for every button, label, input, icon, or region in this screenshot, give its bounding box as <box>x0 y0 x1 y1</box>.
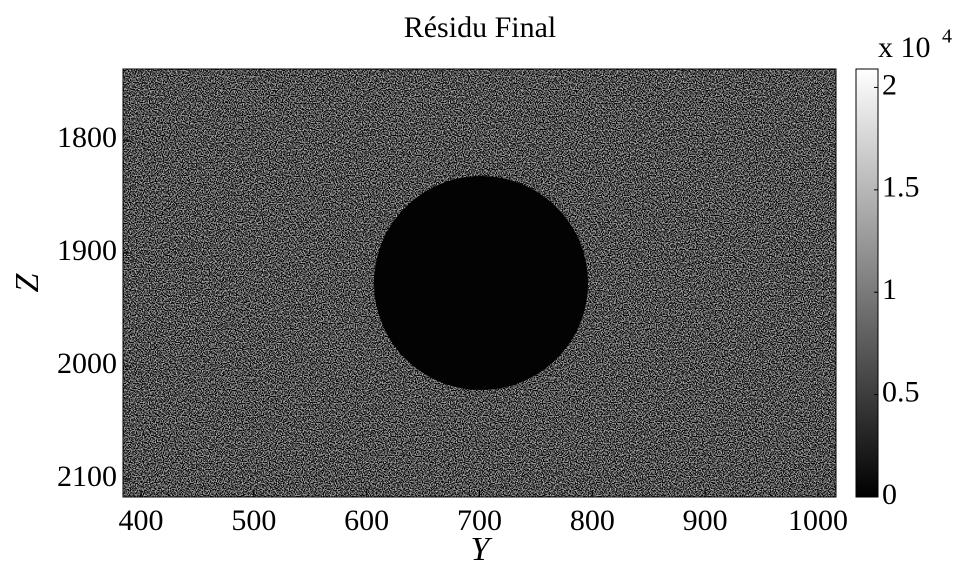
chart-title: Résidu Final <box>404 11 557 44</box>
masked-disk <box>374 176 588 390</box>
colorbar-tick-label: 2 <box>882 68 897 101</box>
y-axis-label: Z <box>9 272 46 292</box>
x-tick-label: 700 <box>457 504 502 537</box>
y-tick-label: 1800 <box>57 121 117 154</box>
colorbar-multiplier: x 10 <box>878 31 931 64</box>
x-tick-label: 800 <box>570 504 615 537</box>
colorbar-tick-label: 0 <box>882 478 897 511</box>
colorbar-exponent: 4 <box>942 26 952 48</box>
x-axis-label: Y <box>471 531 493 568</box>
x-tick-label: 900 <box>683 504 728 537</box>
y-tick-label: 2100 <box>57 460 117 493</box>
x-tick-label: 600 <box>344 504 389 537</box>
y-tick-label: 2000 <box>57 347 117 380</box>
colorbar-tick-label: 1.5 <box>882 171 920 204</box>
x-tick-label: 500 <box>231 504 276 537</box>
colorbar <box>855 68 879 498</box>
x-tick-label: 400 <box>119 504 164 537</box>
colorbar-tick-label: 1 <box>882 273 897 306</box>
y-tick-label: 1900 <box>57 234 117 267</box>
x-tick-label: 1000 <box>788 504 848 537</box>
colorbar-tick-label: 0.5 <box>882 375 920 408</box>
